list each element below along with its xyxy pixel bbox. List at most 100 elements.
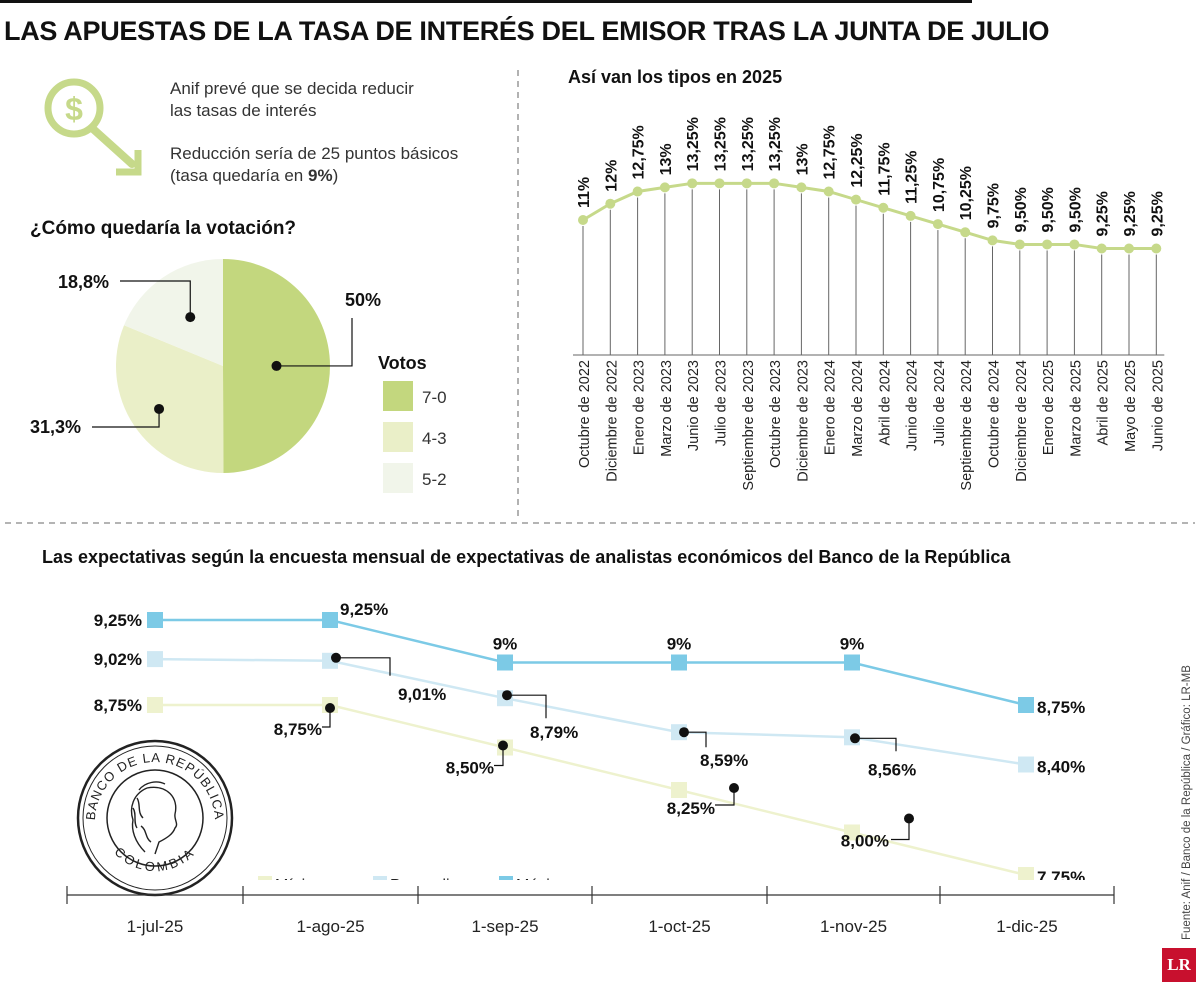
pie-title: ¿Cómo quedaría la votación? — [30, 218, 297, 239]
expectations-title: Las expectativas según la encuesta mensu… — [42, 547, 1011, 567]
rates-point — [823, 186, 834, 197]
rates-value-label: 12% — [603, 160, 620, 192]
max-label-5: 8,75% — [1037, 698, 1085, 717]
expectations-line-chart: 9,25% 9,02% 8,75% 9,25% 9% 9% 9% 8,75% 8,40% 7,75… — [94, 600, 1085, 880]
rates-point — [1151, 243, 1162, 254]
avg-label-3-leader — [684, 731, 707, 748]
exp-legend-label-Mínimo: Mínimo — [275, 877, 328, 880]
rates-category-label: Septiembre de 2024 — [959, 360, 975, 491]
rates-value-label: 11,75% — [876, 142, 893, 195]
max-label-1: 9,25% — [340, 600, 388, 619]
series-marker-Mínimo — [147, 697, 163, 713]
rates-category-label: Marzo de 2025 — [1068, 360, 1084, 457]
series-marker-Máximo — [844, 654, 860, 671]
rates-value-label: 9,50% — [1040, 187, 1057, 232]
seal-inner-ring — [106, 769, 204, 867]
rates-point — [851, 194, 861, 205]
min-label-4-dot — [904, 813, 914, 824]
series-line-Mínimo — [155, 703, 1027, 877]
avg-label-4-leader — [855, 737, 897, 752]
pie-label-188: 18,8% — [58, 272, 109, 292]
rates-category-label: Septiembre de 2023 — [741, 360, 757, 491]
rates-point — [878, 202, 889, 213]
rates-point — [905, 210, 916, 221]
anif-line-4: (tasa quedaría en 9%) — [170, 165, 458, 187]
x-axis-label: 1-oct-25 — [648, 917, 710, 936]
page-title: LAS APUESTAS DE LA TASA DE INTERÉS DEL E… — [4, 16, 1050, 46]
pie-dot-50 — [271, 360, 282, 371]
x-axis-label: 1-ago-25 — [296, 917, 364, 936]
anif-reduction-text: Reducción sería de 25 puntos básicos (ta… — [170, 143, 458, 187]
rates-value-label: 12,75% — [631, 125, 648, 179]
rates-category-label: Mayo de 2025 — [1123, 360, 1139, 452]
rates-value-label: 9,25% — [1122, 191, 1139, 236]
rates-category-label: Diciembre de 2023 — [795, 360, 811, 482]
series-line-Máximo — [155, 618, 1027, 707]
rates-point — [687, 178, 698, 189]
rates-category-label: Diciembre de 2024 — [1014, 360, 1030, 482]
rates-value-label: 13% — [658, 143, 675, 175]
rates-point — [578, 215, 588, 225]
rates-point — [769, 178, 780, 189]
min-label-0: 8,75% — [94, 696, 142, 715]
rates-category-label: Julio de 2024 — [932, 360, 948, 446]
anif-line-4-post: ) — [332, 166, 339, 185]
pie-dot-313 — [154, 403, 165, 414]
svg-text:$: $ — [65, 91, 83, 127]
max-label-0: 9,25% — [94, 611, 142, 630]
series-marker-Máximo — [322, 612, 338, 628]
x-axis-label: 1-jul-25 — [127, 917, 184, 936]
pie-leader-188 — [120, 280, 191, 318]
rates-value-label: 10,25% — [958, 166, 975, 220]
avg-label-5: 8,40% — [1037, 758, 1085, 777]
rates-point — [1014, 239, 1025, 250]
dollar-magnifier-down-arrow-icon: $ — [44, 78, 142, 176]
rates-category-label: Enero de 2023 — [632, 360, 648, 455]
pie-slice-5-2 — [124, 259, 223, 366]
anif-line-4-pre: (tasa quedaría en — [170, 166, 308, 185]
exp-legend-swatch-Máximo — [499, 876, 513, 880]
pie-leader-50 — [276, 318, 353, 367]
series-marker-Promedio — [147, 651, 163, 668]
rates-category-label: Junio de 2024 — [905, 360, 921, 451]
rates-value-label: 13% — [794, 143, 811, 175]
rates-value-label: 12,25% — [849, 133, 866, 187]
pie-label-50: 50% — [345, 290, 381, 310]
rates-category-label: Julio de 2023 — [714, 360, 730, 446]
rates-series-line — [582, 181, 1157, 251]
legend-label-7-0: 7-0 — [422, 388, 447, 407]
rates-point — [1069, 239, 1080, 250]
min-label-2-leader — [494, 745, 504, 767]
rates-value-label: 13,25% — [713, 117, 730, 171]
pie-slice-4-3 — [116, 325, 224, 474]
rates-chart-title: Así van los tipos en 2025 — [568, 67, 783, 87]
avg-label-1: 9,01% — [398, 685, 446, 704]
rates-value-label: 12,75% — [822, 125, 839, 179]
series-marker-Mínimo — [671, 782, 687, 798]
rates-category-label: Diciembre de 2022 — [604, 360, 620, 482]
rates-category-label: Abril de 2024 — [877, 360, 893, 445]
series-marker-Mínimo — [844, 824, 860, 841]
exp-legend-swatch-Promedio — [373, 876, 387, 880]
rates-value-label: 9,75% — [986, 183, 1003, 228]
avg-label-2-dot — [502, 690, 512, 701]
series-line-Promedio — [154, 657, 1027, 766]
rates-category-label: Octubre de 2023 — [768, 360, 784, 468]
rates-category-label: Marzo de 2024 — [850, 360, 866, 457]
anif-rate-value: 9% — [307, 166, 333, 185]
pie-label-313: 31,3% — [30, 417, 81, 437]
rates-value-label: 9,25% — [1095, 191, 1112, 236]
avg-label-3: 8,59% — [700, 751, 748, 770]
avg-label-4: 8,56% — [868, 760, 916, 779]
rates-category-label: Abril de 2025 — [1096, 360, 1112, 445]
min-label-2: 8,50% — [446, 759, 494, 778]
rates-value-label: 13,25% — [685, 117, 702, 171]
source-note: Fuente: Anif / Banco de la República / G… — [1181, 665, 1193, 940]
exp-legend-label-Promedio: Promedio — [390, 877, 459, 880]
rates-value-label: 9,50% — [1013, 187, 1030, 232]
rates-point — [796, 182, 807, 193]
rates-point — [659, 182, 670, 193]
pie-dot-188 — [185, 312, 196, 323]
series-marker-Mínimo — [1018, 867, 1034, 880]
